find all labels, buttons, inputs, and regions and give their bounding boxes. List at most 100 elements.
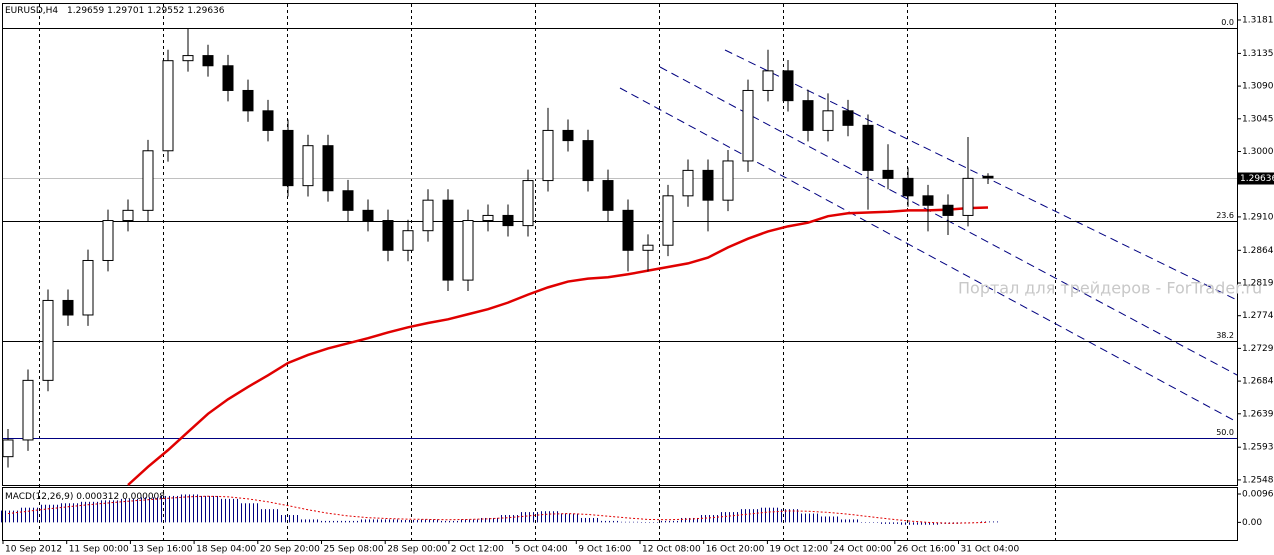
candle-body — [782, 70, 794, 102]
candle-body — [242, 89, 254, 112]
candle-body — [482, 214, 494, 222]
macd-bar — [698, 515, 718, 523]
candle-body — [222, 65, 234, 91]
macd-bar — [498, 515, 518, 523]
macd-bar — [578, 517, 598, 523]
y-tick-label: 1.30900 — [1242, 82, 1274, 92]
macd-bar — [658, 520, 678, 523]
fib-label: 23.6 — [1216, 211, 1234, 220]
macd-bar — [758, 507, 778, 523]
macd-label: MACD(12,26,9) — [5, 492, 73, 502]
current-price-label: 1.29636 — [1240, 174, 1274, 184]
macd-bar — [38, 504, 58, 523]
candle-body — [742, 89, 754, 162]
candle-body — [402, 230, 414, 251]
macd-bar — [978, 521, 998, 523]
header-close: 1.29636 — [187, 6, 224, 16]
candle-body — [282, 129, 294, 187]
macd-bar — [118, 498, 138, 523]
macd-bar — [238, 503, 258, 523]
x-tick-label: 31 Oct 04:00 — [961, 545, 1020, 555]
x-tick-label: 16 Oct 20:00 — [706, 545, 765, 555]
candle-body — [502, 214, 514, 227]
macd-bar — [178, 494, 198, 523]
y-tick-label: 1.29100 — [1242, 212, 1274, 222]
macd-bar — [778, 509, 798, 523]
y-tick-label: 1.28190 — [1242, 279, 1274, 289]
main-window — [2, 3, 1238, 486]
candle-body — [62, 299, 74, 316]
candle-body — [182, 55, 194, 62]
symbol: EURUSD,H4 — [5, 6, 58, 16]
x-tick-label: 24 Oct 00:00 — [833, 545, 892, 555]
candle-body — [802, 100, 814, 131]
macd-bar — [158, 495, 178, 523]
macd-bar — [318, 520, 338, 523]
macd-bar — [878, 522, 898, 524]
macd-bar — [678, 517, 698, 523]
macd-bar — [138, 497, 158, 523]
x-tick-label: 5 Oct 04:00 — [515, 545, 568, 555]
candle-body — [962, 177, 974, 216]
signal-value: 0.000008 — [122, 492, 165, 502]
macd-bar — [938, 522, 958, 524]
macd-tick-label: 0.00 — [1242, 518, 1262, 528]
candle-body — [922, 195, 934, 206]
candle-body — [2, 439, 14, 458]
candle-body — [542, 129, 554, 182]
candle-body — [882, 169, 894, 179]
candle-body — [342, 190, 354, 211]
fib-label: 0.0 — [1221, 18, 1234, 27]
candle-body — [162, 60, 174, 152]
candle-body — [902, 177, 914, 197]
macd-bar — [538, 511, 558, 523]
y-tick-label: 1.28640 — [1242, 246, 1274, 256]
candle-body — [442, 199, 454, 281]
candle-body — [722, 160, 734, 201]
candle-body — [122, 209, 134, 222]
candle-body — [842, 110, 854, 126]
macd-bar — [58, 503, 78, 523]
macd-bar — [0, 510, 18, 523]
macd-bar — [718, 512, 738, 523]
channel-line — [724, 49, 1238, 301]
macd-bar — [738, 509, 758, 523]
candle-body — [602, 180, 614, 211]
macd-value: 0.000312 — [76, 492, 119, 502]
y-tick-label: 1.25930 — [1242, 443, 1274, 453]
macd-bar — [618, 521, 638, 523]
x-tick-label: 25 Sep 08:00 — [324, 545, 384, 555]
x-tick-label: 20 Sep 20:00 — [260, 545, 320, 555]
macd-bar — [98, 500, 118, 523]
candle-body — [262, 110, 274, 131]
macd-bar — [858, 522, 878, 523]
macd-bar — [258, 509, 278, 523]
candle-body — [662, 195, 674, 246]
macd-bar — [598, 520, 618, 523]
fib-label: 38.2 — [1216, 331, 1234, 340]
macd-bar — [458, 519, 478, 523]
candle-body — [982, 175, 994, 179]
candle-body — [582, 140, 594, 182]
candle-body — [422, 199, 434, 232]
fib-label: 50.0 — [1216, 428, 1234, 437]
candle-body — [622, 209, 634, 251]
macd-header: MACD(12,26,9) 0.000312 0.000008 — [5, 492, 165, 502]
y-tick-label: 1.31810 — [1242, 15, 1274, 25]
macd-bar — [378, 519, 398, 523]
macd-bar — [818, 516, 838, 523]
candle-body — [42, 299, 54, 381]
x-tick-label: 9 Oct 16:00 — [578, 545, 631, 555]
candle-body — [102, 220, 114, 261]
macd-bar — [358, 519, 378, 523]
x-tick-label: 18 Sep 04:00 — [196, 545, 256, 555]
candle-body — [522, 180, 534, 227]
x-tick-label: 2 Oct 12:00 — [451, 545, 504, 555]
macd-bar — [898, 522, 918, 525]
candle-body — [322, 145, 334, 192]
x-tick-label: 26 Oct 16:00 — [897, 545, 956, 555]
candle-body — [462, 220, 474, 281]
macd-tick-label: 0.00966 — [1242, 489, 1274, 499]
